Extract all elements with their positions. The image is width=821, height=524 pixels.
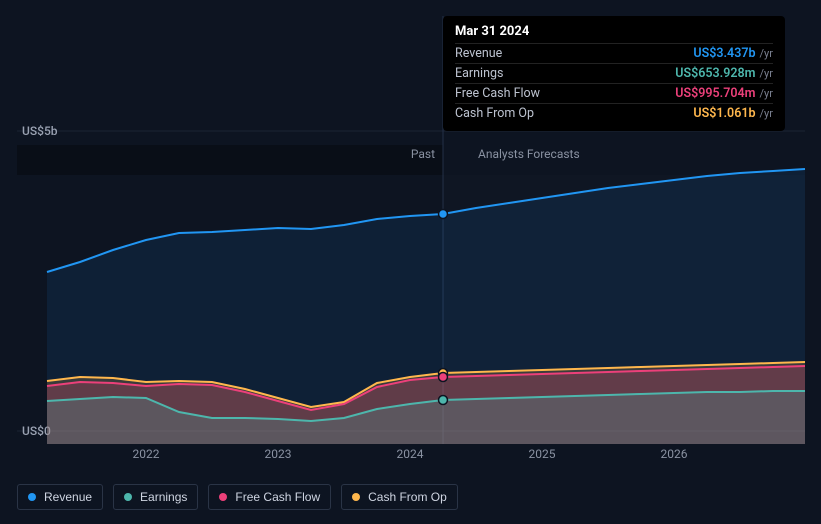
financials-chart: US$5b US$0 Past Analysts Forecasts 2022 2023 2…	[0, 0, 821, 524]
legend-dot-icon	[352, 493, 360, 501]
svg-text:US$0: US$0	[22, 424, 51, 438]
tooltip-row-value: US$995.704m	[675, 86, 755, 101]
legend-item-label: Free Cash Flow	[235, 490, 320, 504]
legend-item-cash-from-op[interactable]: Cash From Op	[341, 484, 458, 510]
tooltip-row-unit: /yr	[760, 87, 773, 100]
tooltip-row-label: Free Cash Flow	[455, 86, 675, 101]
legend-item-label: Earnings	[140, 490, 187, 504]
tooltip-row-label: Cash From Op	[455, 106, 693, 121]
tooltip-row-unit: /yr	[760, 47, 773, 60]
marker-revenue	[439, 210, 448, 219]
tooltip-row-value: US$3.437b	[693, 46, 755, 61]
tooltip-row-value: US$1.061b	[693, 106, 755, 121]
tooltip-row-label: Revenue	[455, 46, 693, 61]
legend-item-label: Revenue	[44, 490, 92, 504]
tooltip-row-unit: /yr	[760, 67, 773, 80]
tooltip-row-value: US$653.928m	[675, 66, 755, 81]
svg-text:Analysts Forecasts: Analysts Forecasts	[478, 147, 580, 161]
tooltip-row-unit: /yr	[760, 107, 773, 120]
tooltip-row: Cash From OpUS$1.061b/yr	[455, 103, 773, 123]
tooltip-row: Free Cash FlowUS$995.704m/yr	[455, 83, 773, 103]
tooltip-title: Mar 31 2024	[455, 24, 773, 39]
chart-legend: Revenue Earnings Free Cash Flow Cash From O…	[17, 484, 458, 510]
svg-text:US$5b: US$5b	[22, 124, 58, 138]
legend-dot-icon	[219, 493, 227, 501]
legend-item-earnings[interactable]: Earnings	[113, 484, 198, 510]
legend-dot-icon	[28, 493, 36, 501]
svg-text:2022: 2022	[133, 447, 160, 461]
marker-earnings	[439, 396, 448, 405]
legend-dot-icon	[124, 493, 132, 501]
legend-item-revenue[interactable]: Revenue	[17, 484, 103, 510]
chart-tooltip: Mar 31 2024 RevenueUS$3.437b/yrEarningsU…	[443, 16, 785, 131]
tooltip-row: EarningsUS$653.928m/yr	[455, 63, 773, 83]
svg-text:2026: 2026	[661, 447, 688, 461]
svg-text:2024: 2024	[397, 447, 424, 461]
svg-text:2023: 2023	[265, 447, 292, 461]
tooltip-row-label: Earnings	[455, 66, 675, 81]
svg-text:Past: Past	[411, 147, 435, 161]
marker-free_cash_flow	[439, 373, 448, 382]
tooltip-row: RevenueUS$3.437b/yr	[455, 43, 773, 63]
legend-item-free-cash-flow[interactable]: Free Cash Flow	[208, 484, 331, 510]
svg-text:2025: 2025	[529, 447, 556, 461]
legend-item-label: Cash From Op	[368, 490, 447, 504]
